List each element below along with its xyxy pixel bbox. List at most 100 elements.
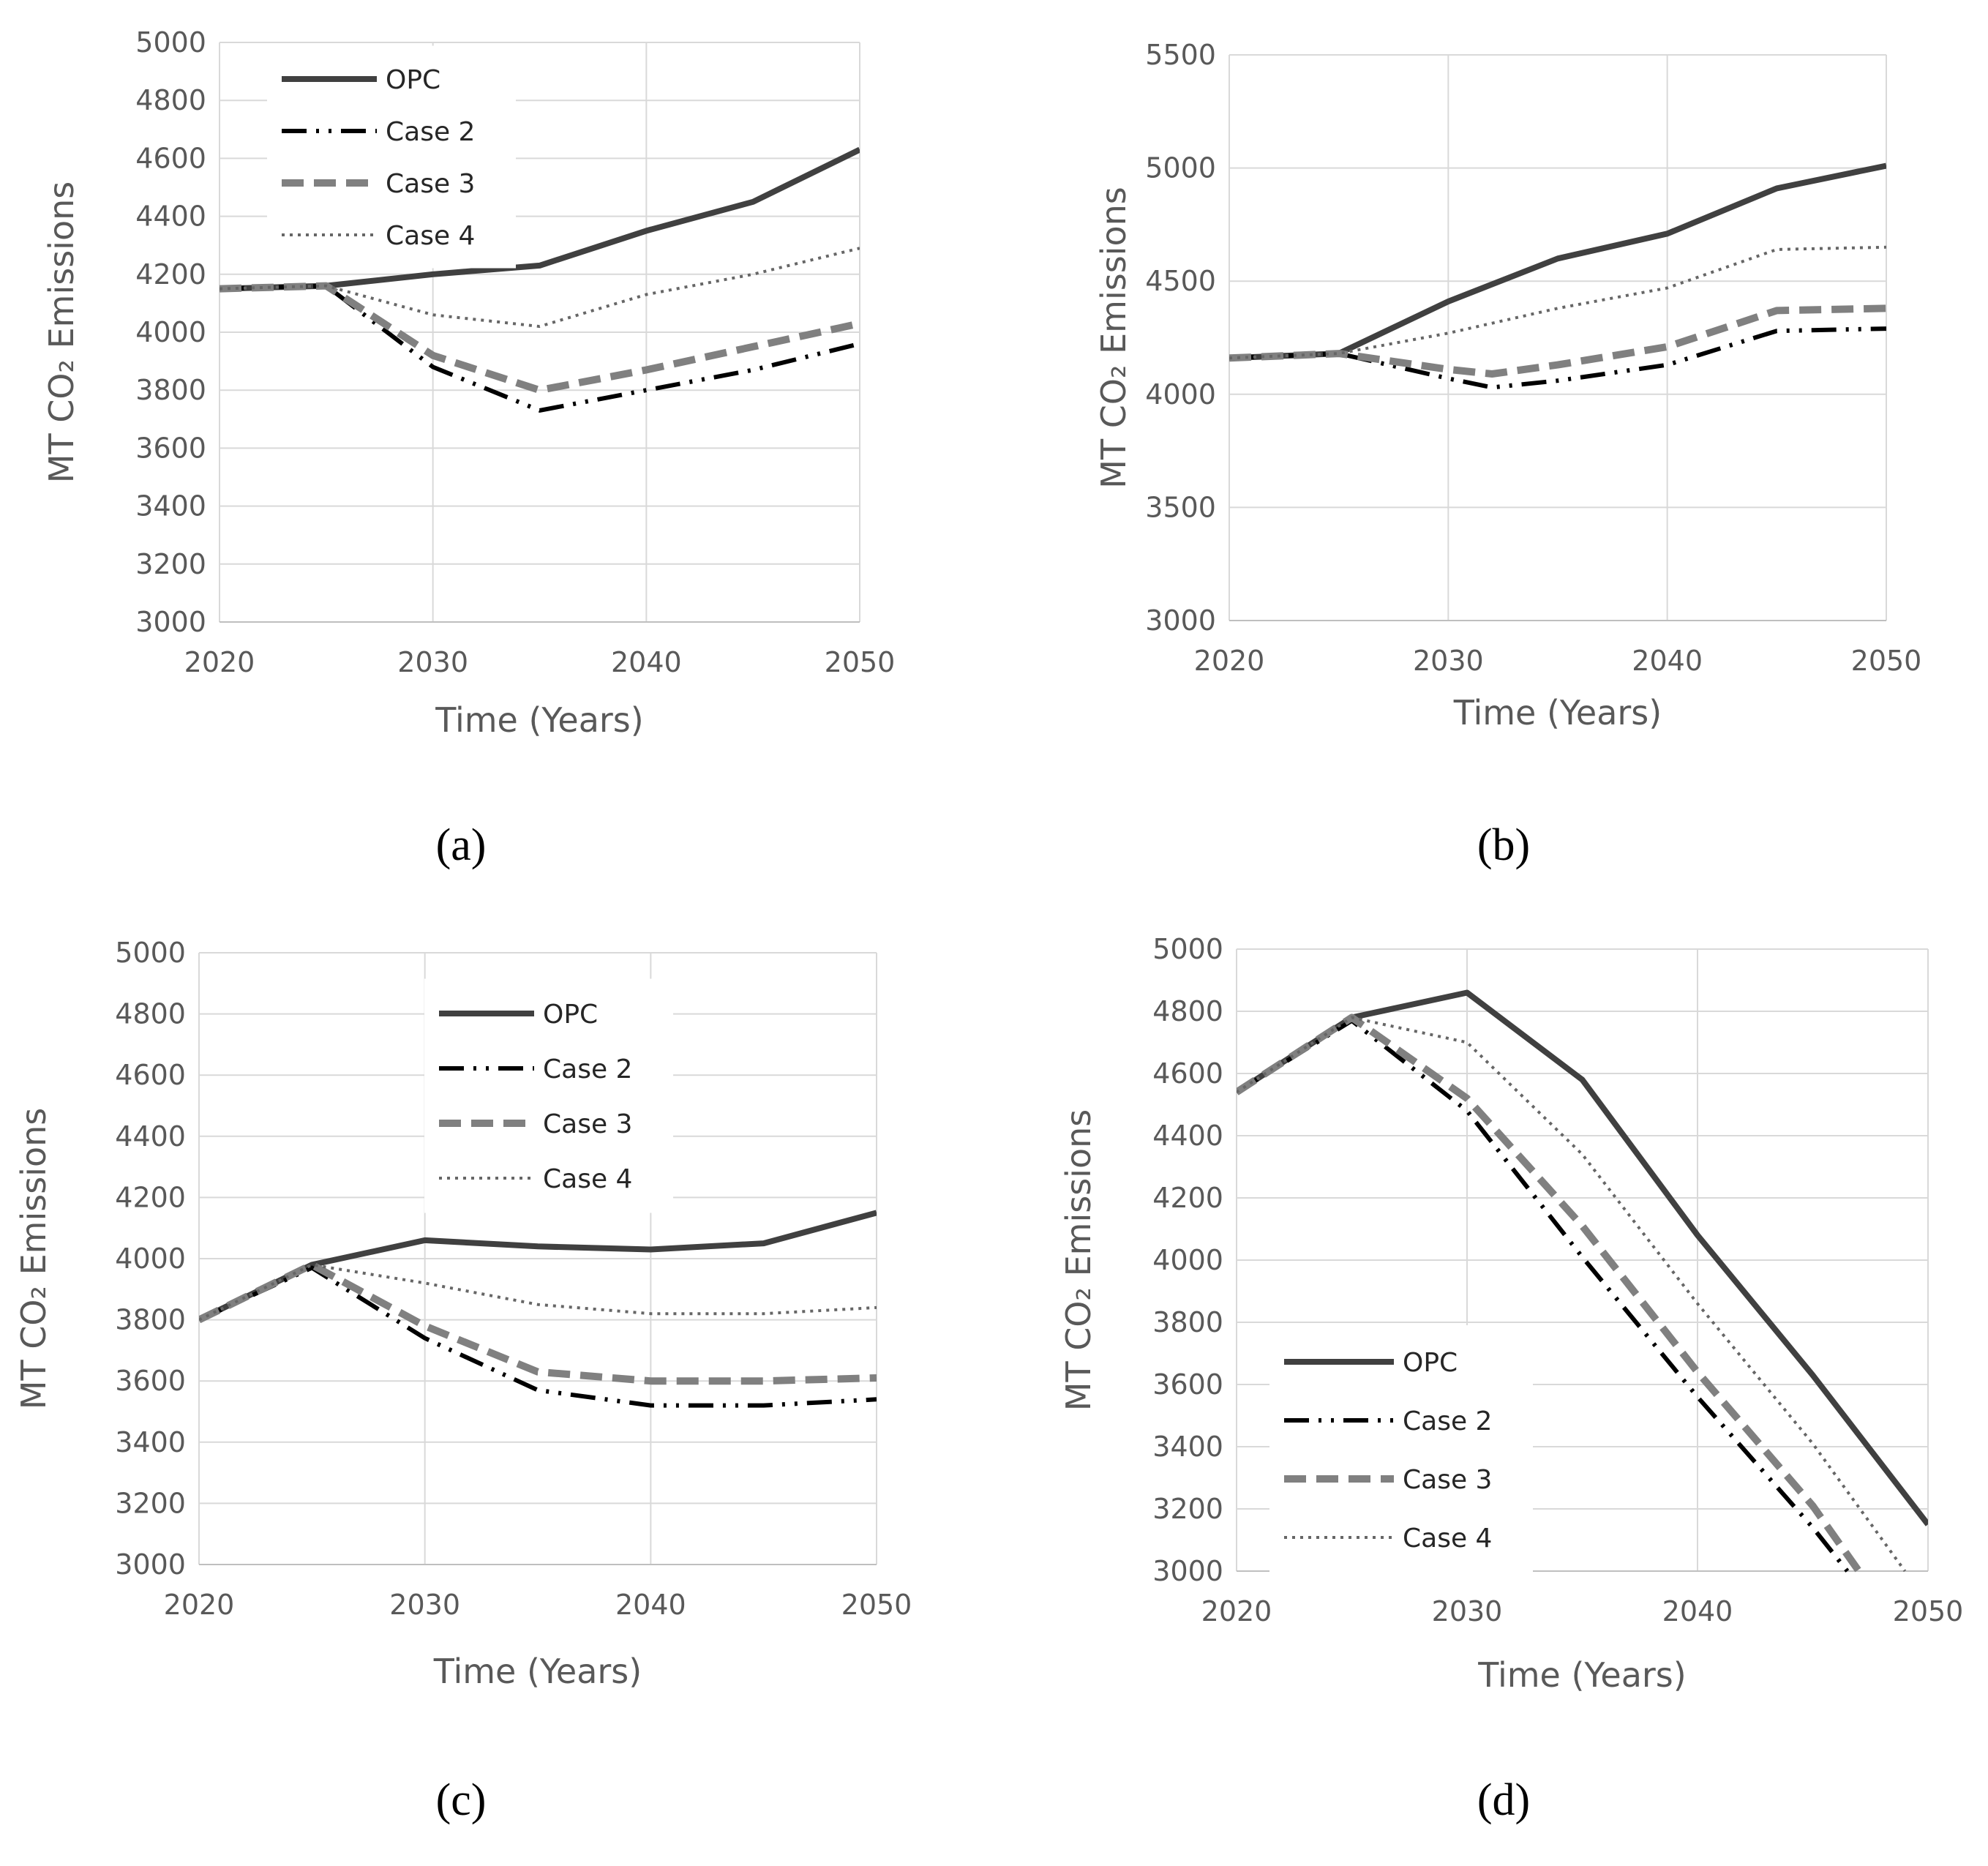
- y-tick-label: 3800: [135, 374, 206, 406]
- legend-background: [267, 45, 516, 269]
- legend-label: Case 4: [1403, 1524, 1492, 1554]
- series-line-case-4: [1237, 1016, 1907, 1573]
- legend: OPC Case 2 Case 3 Case 4: [267, 45, 516, 269]
- legend: OPC Case 2 Case 3 Case 4: [424, 978, 673, 1213]
- panel-label: (d): [1477, 1775, 1530, 1825]
- chart-panel-c: 3000 3200 3400 3600 3800 4000 4200 4400 4600 4800…: [14, 937, 912, 1825]
- panel-label: (a): [436, 820, 487, 870]
- y-tick-label: 5000: [135, 26, 206, 59]
- series-line-case-4: [199, 1263, 877, 1322]
- y-tick-label: 4200: [115, 1181, 186, 1213]
- y-tick-label: 5500: [1145, 39, 1216, 71]
- y-axis-title: MT CO₂ Emissions: [1094, 187, 1133, 488]
- legend-background: [1269, 1325, 1533, 1574]
- y-tick-label: 4600: [135, 142, 206, 174]
- x-tick-label: 2020: [184, 646, 255, 678]
- y-tick-label: 4800: [115, 998, 186, 1030]
- y-tick-label: 4000: [1152, 1244, 1223, 1276]
- x-tick-label: 2040: [1632, 645, 1703, 677]
- legend-label: Case 3: [543, 1109, 632, 1139]
- x-axis-title: Time (Years): [435, 700, 643, 740]
- x-axis-title: Time (Years): [1477, 1655, 1686, 1695]
- x-tick-label: 2030: [1413, 645, 1484, 677]
- y-tick-label: 4000: [1145, 378, 1216, 411]
- x-tick-label: 2050: [1893, 1595, 1964, 1627]
- y-tick-label: 3400: [135, 490, 206, 522]
- x-tick-label: 2020: [1194, 645, 1265, 677]
- y-tick-label: 5000: [1145, 152, 1216, 184]
- y-tick-label: 3400: [115, 1426, 186, 1458]
- y-tick-label: 4500: [1145, 265, 1216, 297]
- legend-label: Case 2: [1403, 1406, 1492, 1436]
- series-line-case-4: [1229, 245, 1886, 360]
- y-tick-label: 3200: [135, 548, 206, 580]
- legend-label: Case 3: [1403, 1465, 1492, 1495]
- legend-label: Case 4: [543, 1164, 632, 1194]
- y-axis-title: MT CO₂ Emissions: [1059, 1109, 1098, 1411]
- series-line-case-3: [220, 282, 860, 394]
- series-line-case-2: [199, 1265, 877, 1408]
- series-line-case-4: [220, 247, 860, 329]
- series-line-case-3: [199, 1261, 877, 1385]
- legend-label: Case 2: [543, 1054, 632, 1084]
- y-tick-label: 4200: [135, 258, 206, 291]
- series-line-case-2: [1229, 326, 1886, 390]
- y-tick-label: 5000: [115, 937, 186, 969]
- y-tick-label: 4800: [1152, 995, 1223, 1027]
- panel-label: (c): [436, 1775, 487, 1825]
- x-tick-label: 2030: [1432, 1595, 1503, 1627]
- y-tick-label: 3200: [115, 1487, 186, 1519]
- y-tick-label: 3800: [115, 1304, 186, 1336]
- x-tick-label: 2040: [611, 646, 682, 678]
- y-axis-title: MT CO₂ Emissions: [42, 181, 81, 483]
- legend-label: OPC: [386, 65, 440, 95]
- chart-panel-b: 3000 3500 4000 4500 5000 5500 2020 2030 2040 2050…: [1094, 39, 1921, 870]
- y-tick-label: 4800: [135, 84, 206, 116]
- legend: OPC Case 2 Case 3 Case 4: [1269, 1325, 1533, 1574]
- y-axis-title: MT CO₂ Emissions: [14, 1108, 53, 1409]
- y-tick-label: 3800: [1152, 1306, 1223, 1338]
- x-tick-label: 2030: [389, 1589, 460, 1621]
- series-line-case-3: [1229, 304, 1886, 378]
- y-tick-label: 4400: [1152, 1120, 1223, 1152]
- x-tick-label: 2050: [841, 1589, 912, 1621]
- y-tick-label: 3200: [1152, 1493, 1223, 1525]
- y-tick-label: 3000: [1152, 1555, 1223, 1587]
- y-tick-label: 3600: [1152, 1368, 1223, 1401]
- x-axis-title: Time (Years): [1453, 693, 1662, 732]
- y-tick-label: 4200: [1152, 1182, 1223, 1214]
- chart-panel-d: 3000 3200 3400 3600 3800 4000 4200 4400 4600 4800…: [1059, 933, 1963, 1825]
- x-tick-label: 2040: [615, 1589, 686, 1621]
- x-tick-label: 2030: [397, 646, 468, 678]
- y-tick-label: 3000: [135, 606, 206, 638]
- y-tick-label: 3400: [1152, 1431, 1223, 1463]
- x-tick-label: 2040: [1662, 1595, 1733, 1627]
- legend-label: Case 4: [386, 221, 475, 251]
- y-tick-label: 3600: [135, 432, 206, 464]
- legend-label: Case 2: [386, 117, 475, 147]
- panel-label: (b): [1477, 820, 1530, 870]
- y-tick-label: 4600: [115, 1059, 186, 1091]
- legend-background: [424, 978, 673, 1213]
- legend-label: Case 3: [386, 169, 475, 199]
- y-tick-label: 3600: [115, 1365, 186, 1397]
- series-line-case-2: [220, 283, 860, 413]
- legend-label: OPC: [543, 1000, 598, 1030]
- x-tick-label: 2050: [1851, 645, 1922, 677]
- y-tick-label: 4600: [1152, 1057, 1223, 1090]
- y-tick-label: 3000: [115, 1548, 186, 1581]
- y-tick-label: 4400: [115, 1120, 186, 1153]
- x-tick-label: 2020: [164, 1589, 235, 1621]
- y-tick-label: 4400: [135, 201, 206, 233]
- y-tick-label: 3500: [1145, 491, 1216, 523]
- x-tick-label: 2050: [825, 646, 896, 678]
- y-tick-label: 4000: [135, 316, 206, 348]
- y-tick-label: 4000: [115, 1243, 186, 1275]
- y-tick-label: 5000: [1152, 933, 1223, 965]
- legend-label: OPC: [1403, 1348, 1458, 1378]
- x-tick-label: 2020: [1201, 1595, 1272, 1627]
- series-line-opc: [199, 1210, 877, 1323]
- x-axis-title: Time (Years): [433, 1652, 642, 1691]
- chart-panel-a: 3000 3200 3400 3600 3800 4000 4200 4400 4600 4800…: [42, 26, 895, 870]
